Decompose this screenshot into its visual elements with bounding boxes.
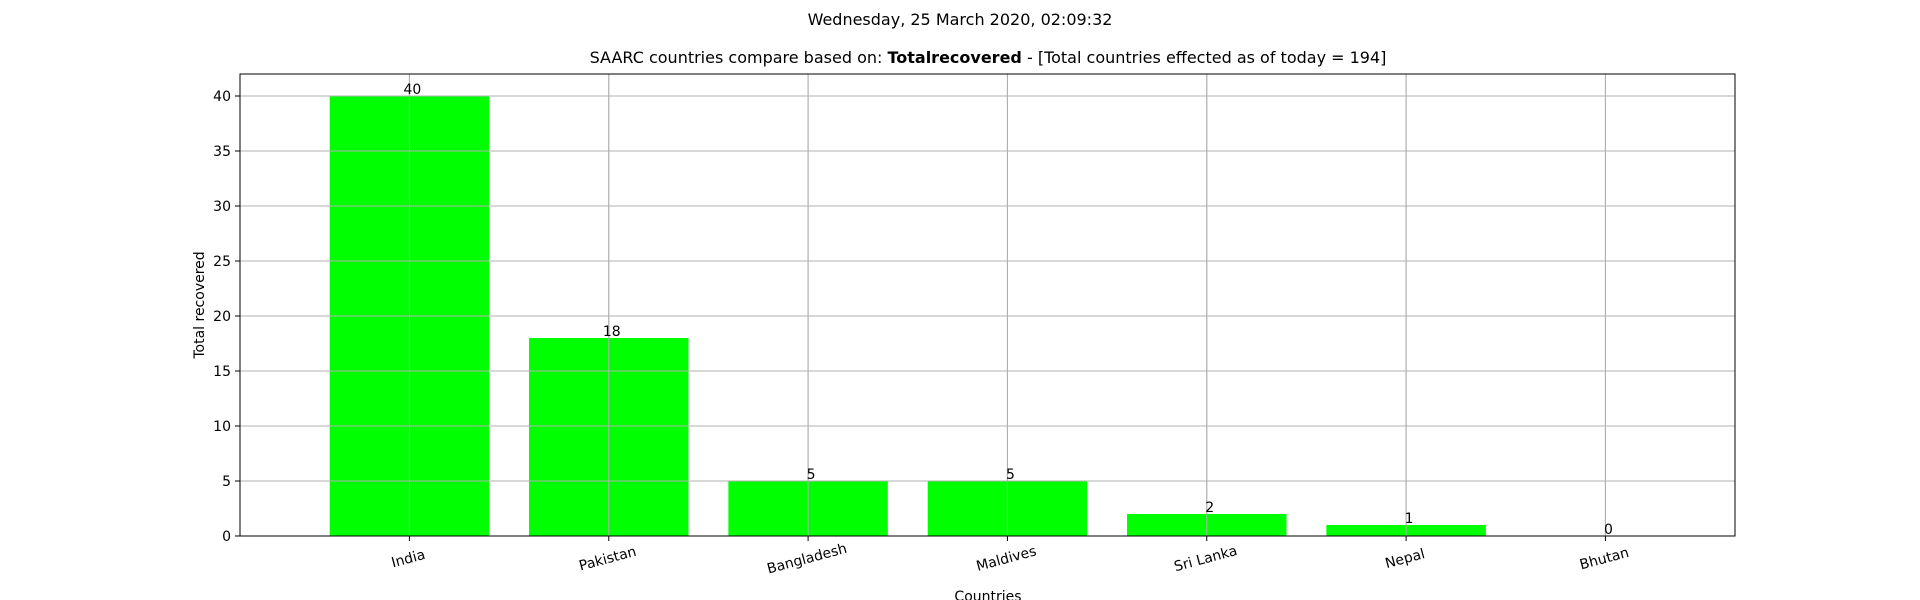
data-label: 40 [404,82,422,98]
y-tick-label: 40 [213,89,231,105]
chart-title-suffix: - [Total countries effected as of today … [1022,48,1387,67]
y-tick-label: 25 [213,254,231,270]
x-tick-label: Bangladesh [765,541,848,578]
y-tick-label: 0 [222,529,231,545]
x-tick-label: Nepal [1383,546,1426,572]
y-tick-label: 30 [213,199,231,215]
data-label: 1 [1405,511,1414,527]
x-tick-label: Pakistan [577,544,638,575]
y-tick-label: 5 [222,474,231,490]
chart-title: SAARC countries compare based on: Totalr… [590,48,1387,67]
y-tick-label: 20 [213,309,231,325]
x-tick-label: Maldives [975,543,1039,574]
x-axis-label: Countries [954,589,1021,600]
chart-title-prefix: SAARC countries compare based on: [590,48,888,67]
plot-frame [239,73,1736,537]
x-tick-label: Bhutan [1578,545,1631,573]
data-label: 18 [603,324,621,340]
data-label: 2 [1205,500,1214,516]
y-tick-label: 35 [213,144,231,160]
data-label: 5 [807,467,816,483]
y-axis-label: Total recovered [192,251,208,359]
data-labels-layer: 40 18 5 5 2 1 0 [404,82,1613,538]
chart-suptitle: Wednesday, 25 March 2020, 02:09:32 [808,10,1113,29]
y-tick-label: 10 [213,419,231,435]
y-tick-label: 15 [213,364,231,380]
x-tick-label: India [390,547,427,571]
data-label: 5 [1006,467,1015,483]
chart-title-metric: Totalrecovered [887,48,1021,67]
data-label: 0 [1604,522,1613,538]
x-tick-label: Sri Lanka [1172,543,1239,575]
